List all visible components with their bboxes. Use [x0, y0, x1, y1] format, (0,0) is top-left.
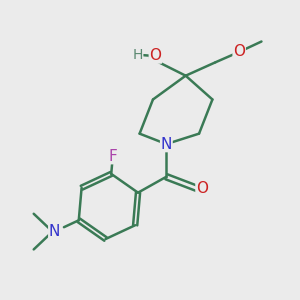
Text: F: F [108, 148, 117, 164]
Text: N: N [161, 136, 172, 152]
Text: N: N [49, 224, 60, 239]
Text: O: O [196, 181, 208, 196]
Text: O: O [149, 48, 161, 63]
Text: H: H [132, 48, 143, 62]
Text: O: O [233, 44, 245, 59]
